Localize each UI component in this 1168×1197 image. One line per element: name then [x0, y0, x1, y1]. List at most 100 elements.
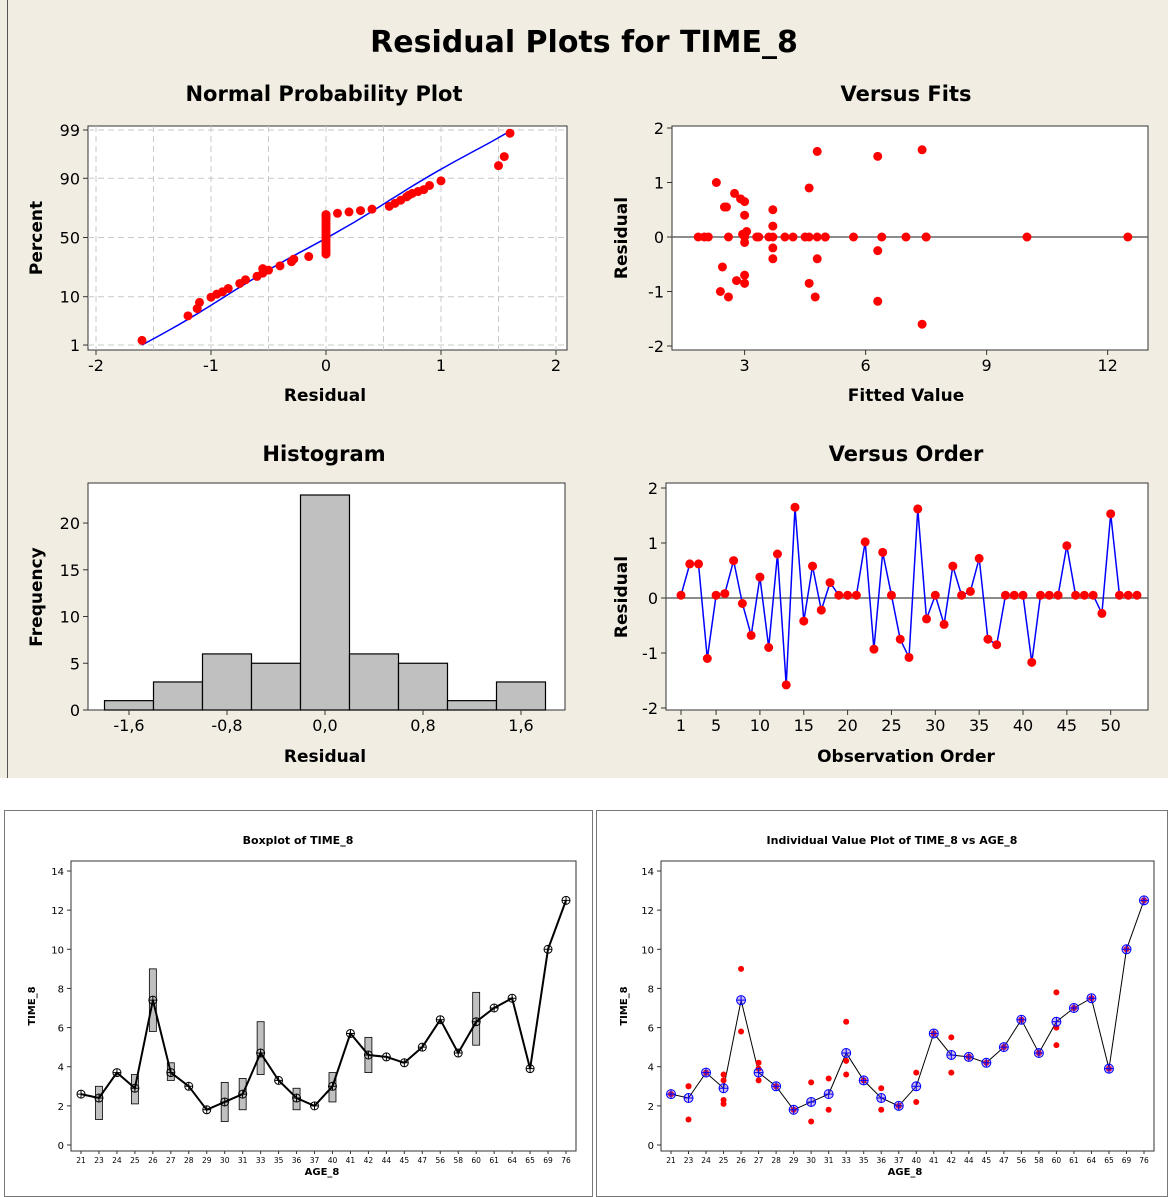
y-tick-label: -2 — [648, 337, 664, 356]
x-tick-label: 64 — [1087, 1156, 1097, 1165]
x-tick-label: -0,8 — [211, 716, 242, 735]
data-point — [676, 590, 686, 600]
data-point — [917, 145, 927, 155]
x-tick-label: 58 — [1034, 1156, 1044, 1165]
mean-cross — [292, 1094, 301, 1103]
y-tick-label: 1 — [654, 174, 664, 193]
mean-cross — [666, 1089, 676, 1099]
data-point — [904, 652, 914, 662]
x-tick-label: 30 — [220, 1156, 230, 1165]
x-tick-label: 45 — [400, 1156, 410, 1165]
x-axis-label: AGE_8 — [888, 1167, 923, 1178]
data-point — [356, 206, 365, 216]
data-point — [1053, 989, 1060, 996]
data-point — [289, 254, 299, 264]
data-point — [1123, 232, 1133, 242]
x-tick-label: 0 — [321, 356, 331, 375]
data-point — [878, 547, 888, 557]
y-tick-label: 20 — [60, 514, 80, 533]
x-tick-label: 36 — [876, 1156, 886, 1165]
mean-cross — [418, 1043, 427, 1052]
data-point — [754, 232, 764, 242]
x-tick-label: 25 — [130, 1156, 140, 1165]
data-point — [780, 232, 790, 242]
x-tick-label: 40 — [328, 1156, 338, 1165]
data-point — [1088, 590, 1098, 600]
y-tick-label: 2 — [58, 1102, 64, 1113]
histogram-bar — [250, 662, 302, 711]
mean-cross — [964, 1052, 974, 1062]
y-tick-label: 14 — [51, 867, 64, 878]
versus-order-title: Versus Order — [829, 442, 984, 466]
data-point — [740, 237, 750, 247]
data-point — [275, 261, 285, 271]
data-point — [878, 1106, 885, 1113]
y-tick-label: 2 — [648, 1102, 654, 1113]
mean-cross — [859, 1075, 869, 1085]
y-axis-label: Percent — [27, 201, 47, 275]
x-tick-label: 26 — [148, 1156, 158, 1165]
x-tick-label: -2 — [88, 356, 104, 375]
data-point — [494, 161, 503, 171]
x-tick-label: 61 — [489, 1156, 499, 1165]
data-point — [948, 561, 958, 571]
data-point — [843, 1071, 850, 1078]
data-point — [425, 180, 434, 190]
y-tick-label: 10 — [51, 945, 64, 956]
x-tick-label: 20 — [837, 716, 857, 735]
mean-cross — [256, 1049, 265, 1058]
data-point — [781, 680, 791, 690]
x-tick-label: 58 — [453, 1156, 463, 1165]
data-point — [755, 572, 765, 582]
x-tick-label: 42 — [364, 1156, 374, 1165]
individual-value-svg: Individual Value Plot of TIME_8 vs AGE_8… — [619, 834, 1155, 1178]
data-point — [922, 614, 932, 624]
data-point — [788, 232, 798, 242]
data-point — [720, 1077, 727, 1084]
data-point — [729, 556, 739, 566]
y-tick-label: -1 — [642, 644, 658, 663]
data-point — [843, 1018, 850, 1025]
x-tick-label: 35 — [859, 1156, 869, 1165]
data-point — [1062, 541, 1072, 551]
y-tick-label: 90 — [60, 169, 80, 188]
data-point — [740, 197, 750, 207]
y-tick-label: 4 — [58, 1063, 64, 1074]
data-point — [685, 1083, 692, 1090]
mean-cross — [148, 996, 157, 1005]
y-tick-label: 15 — [60, 561, 80, 580]
x-tick-label: 65 — [525, 1156, 535, 1165]
data-point — [843, 1057, 850, 1064]
y-tick-label: 0 — [654, 228, 664, 247]
mean-cross — [981, 1058, 991, 1068]
data-point — [715, 287, 725, 296]
x-tick-label: 31 — [238, 1156, 248, 1165]
mean-cross — [1034, 1048, 1044, 1058]
histogram-bar — [103, 700, 155, 711]
y-tick-label: 10 — [60, 288, 80, 307]
data-point — [825, 1106, 832, 1113]
y-axis-label: Residual — [612, 197, 632, 279]
plot-area — [660, 860, 1155, 1152]
individual-value-title: Individual Value Plot of TIME_8 vs AGE_8 — [767, 834, 1018, 847]
box — [95, 1085, 103, 1120]
mean-cross — [400, 1058, 409, 1067]
x-tick-label: 23 — [684, 1156, 694, 1165]
y-tick-label: 10 — [60, 608, 80, 627]
data-point — [790, 502, 800, 512]
data-point — [939, 619, 949, 629]
data-point — [1027, 657, 1037, 667]
mean-cross — [490, 1004, 499, 1012]
data-point — [921, 232, 931, 242]
data-point — [860, 537, 870, 547]
x-tick-label: 41 — [929, 1156, 939, 1165]
mean-cross — [1051, 1017, 1061, 1027]
data-point — [820, 232, 830, 242]
data-point — [1053, 590, 1063, 600]
x-tick-label: 64 — [507, 1156, 517, 1165]
data-point — [1079, 590, 1089, 600]
data-point — [799, 616, 809, 626]
mean-cross — [719, 1083, 729, 1093]
histogram-bar — [348, 653, 400, 711]
